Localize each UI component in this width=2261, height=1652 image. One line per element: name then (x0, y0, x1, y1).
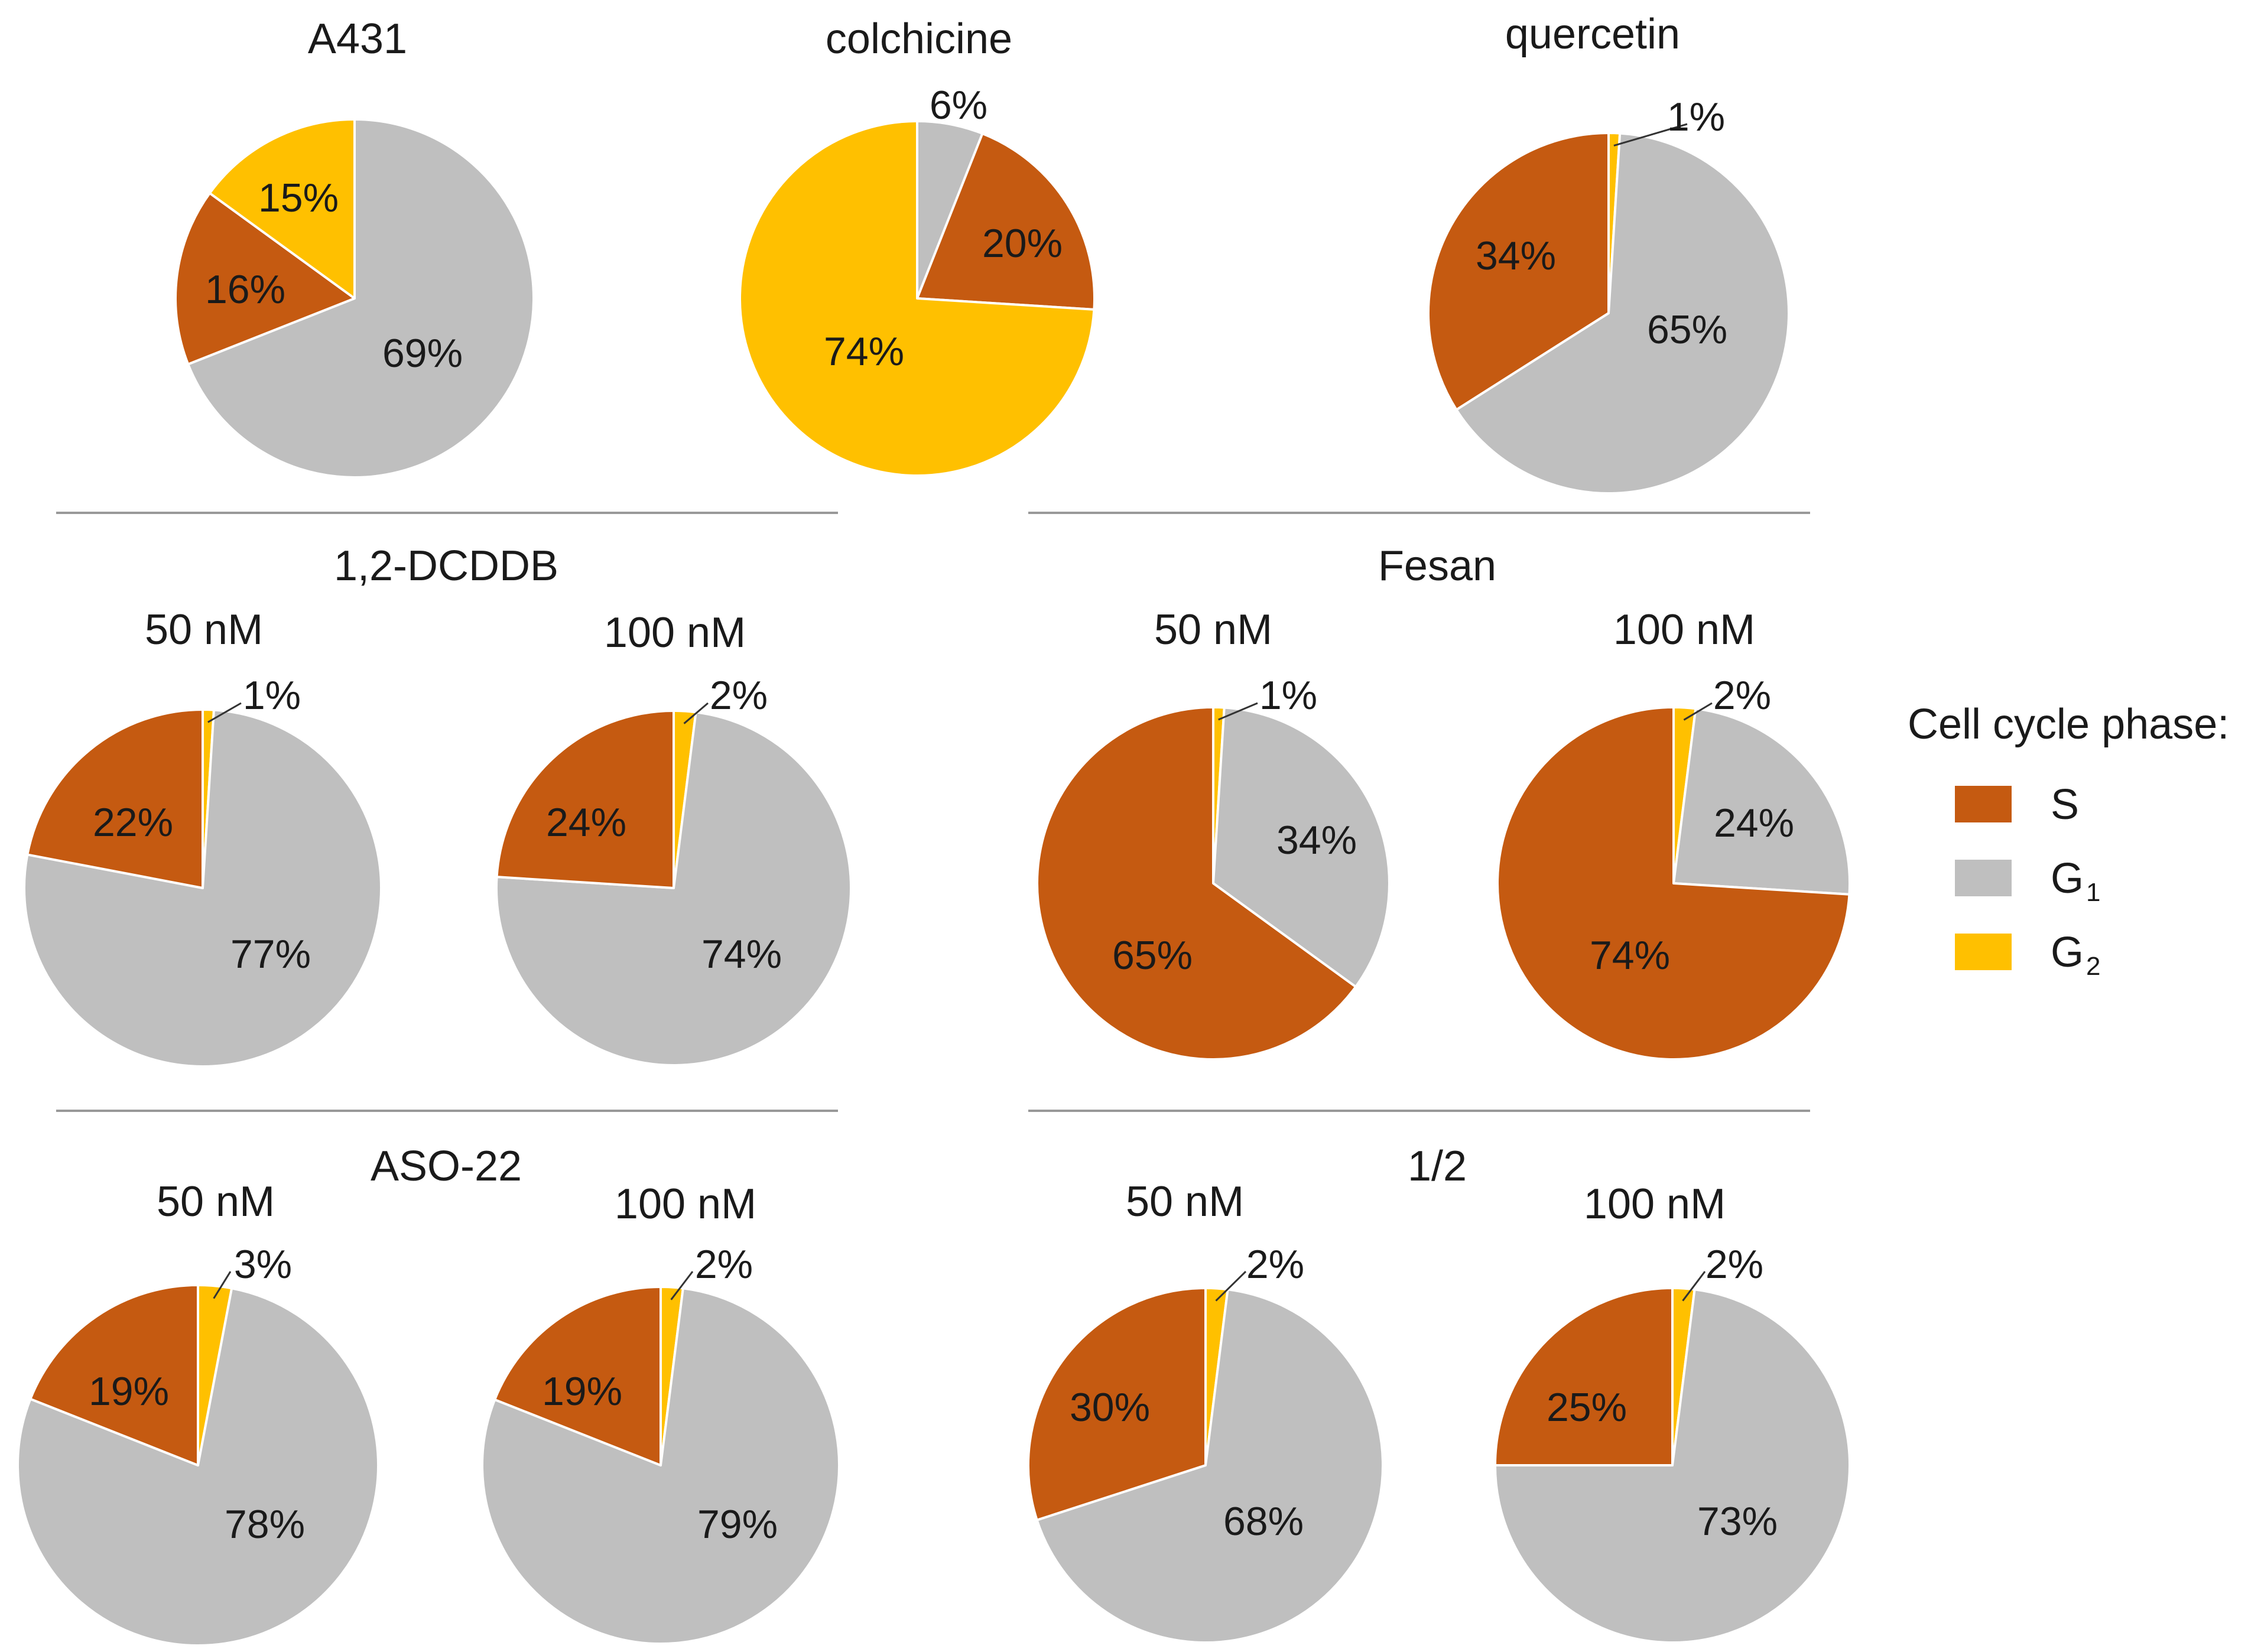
pie-slice-s (1427, 132, 1610, 411)
slice-label-s: 16% (205, 267, 285, 312)
pie-title: A431 (308, 15, 407, 63)
slice-label-g1: 74% (701, 932, 782, 977)
pie-slice-g1 (17, 1287, 380, 1647)
legend-title: Cell cycle phase: (1908, 701, 2229, 748)
pie-title: 100 nM (1584, 1181, 1726, 1228)
pie-slice-g2 (208, 118, 356, 300)
pie-slice-s (1494, 1287, 1674, 1466)
pie-title: colchicine (826, 15, 1012, 63)
slice-label-g1: 79% (697, 1502, 778, 1547)
slice-label-g2: 2% (1713, 673, 1771, 718)
slice-label-g2: 2% (695, 1242, 753, 1287)
legend-label-g2: G2 (2051, 929, 2101, 981)
legend: Cell cycle phase: S G1 G2 (1908, 701, 2229, 981)
slice-label-g1: 65% (1647, 307, 1727, 352)
pie-chart-aso22-50nm: 19% 78% 3% (17, 1242, 380, 1647)
pie-title: 50 nM (1154, 606, 1272, 653)
pie-slice-s (1036, 706, 1357, 1061)
pie-title: 50 nM (157, 1178, 275, 1225)
pie-slice-s (493, 1286, 662, 1466)
leader-line (213, 1271, 232, 1299)
pie-slice-s (1496, 706, 1851, 1061)
pie-chart-a431: 16% 69% 15% (174, 118, 535, 479)
group-title: 1/2 (1408, 1143, 1467, 1190)
slice-label-g2: 15% (258, 175, 339, 220)
pie-slice-s (1027, 1287, 1207, 1521)
pie-chart-colchicine: 20% 6% 74% (739, 83, 1096, 477)
slice-label-g1: 73% (1697, 1499, 1778, 1544)
leader-line (1215, 1270, 1247, 1302)
pie-title: quercetin (1505, 11, 1680, 58)
slice-label-g2: 3% (234, 1242, 292, 1287)
slice-label-g1: 69% (382, 331, 463, 376)
pie-chart-dcddb-100nm: 24% 74% 2% (495, 673, 852, 1067)
pie-chart-aso22-100nm: 19% 79% 2% (481, 1242, 840, 1645)
slice-label-g1: 78% (225, 1502, 305, 1547)
group-title: 1,2-DCDDB (334, 542, 558, 590)
leader-line (670, 1271, 694, 1300)
leader-line (1682, 1271, 1706, 1302)
pie-slice-g1 (1212, 706, 1391, 988)
slice-label-g2: 2% (710, 673, 768, 718)
leader-line (1218, 702, 1258, 721)
pie-chart-half-50nm: 30% 68% 2% (1027, 1242, 1384, 1644)
slice-label-s: 25% (1547, 1385, 1627, 1430)
leader-line (1683, 702, 1713, 721)
slice-label-g1: 34% (1276, 818, 1357, 863)
legend-swatch-s (1955, 786, 2012, 822)
pie-slice-s (174, 191, 356, 366)
slice-label-g1: 68% (1223, 1499, 1304, 1544)
leader-line (1613, 123, 1688, 147)
pie-slice-s (495, 710, 675, 889)
legend-label-g1: G1 (2051, 855, 2101, 907)
slice-label-s: 20% (982, 221, 1063, 266)
slice-label-s: 34% (1476, 233, 1556, 278)
pie-slice-s (29, 1284, 199, 1466)
pie-slice-g1 (1672, 707, 1851, 896)
pie-slice-g2 (739, 120, 1096, 477)
pie-slice-g1 (187, 118, 535, 479)
group-title: ASO-22 (371, 1143, 522, 1190)
leader-line (683, 702, 709, 724)
slice-label-s: 22% (93, 800, 173, 845)
slice-label-s: 24% (546, 800, 626, 845)
pie-slice-g1 (1035, 1288, 1384, 1644)
slice-label-s: 74% (1590, 933, 1670, 978)
slice-label-s: 19% (542, 1369, 622, 1414)
pie-title: 100 nM (604, 609, 746, 656)
legend-label-s: S (2051, 781, 2079, 828)
pie-title: 50 nM (1126, 1178, 1244, 1225)
slice-label-g2: 1% (1667, 95, 1725, 139)
pie-chart-fesan-50nm: 65% 34% 1% (1036, 673, 1391, 1061)
pie-slice-s (26, 708, 204, 889)
pie-chart-half-100nm: 25% 73% 2% (1494, 1242, 1851, 1644)
pie-title: 100 nM (615, 1181, 756, 1228)
pie-title: 50 nM (145, 606, 263, 653)
leader-line (207, 702, 242, 723)
slice-label-g2: 2% (1706, 1242, 1763, 1287)
slice-label-g2: 2% (1246, 1242, 1304, 1287)
pie-title: 100 nM (1613, 606, 1755, 653)
slice-label-g2: 1% (243, 673, 301, 718)
slice-label-s: 19% (89, 1369, 169, 1414)
slice-label-g1: 77% (230, 932, 311, 977)
pie-slice-s (916, 132, 1096, 311)
legend-swatch-g2 (1955, 934, 2012, 970)
slice-label-g2: 74% (824, 329, 904, 374)
pie-chart-dcddb-50nm: 22% 77% 1% (23, 673, 382, 1068)
slice-label-g2: 1% (1259, 673, 1317, 718)
pie-chart-fesan-100nm: 74% 24% 2% (1496, 673, 1851, 1061)
slice-label-g1: 24% (1714, 801, 1794, 845)
pie-slice-g1 (1455, 132, 1790, 495)
legend-swatch-g1 (1955, 860, 2012, 896)
pie-chart-quercetin: 34% 65% 1% (1427, 95, 1790, 495)
slice-label-s: 65% (1112, 933, 1193, 978)
group-title: Fesan (1378, 542, 1496, 590)
slice-label-s: 30% (1070, 1385, 1150, 1430)
slice-label-g1: 6% (930, 83, 987, 128)
